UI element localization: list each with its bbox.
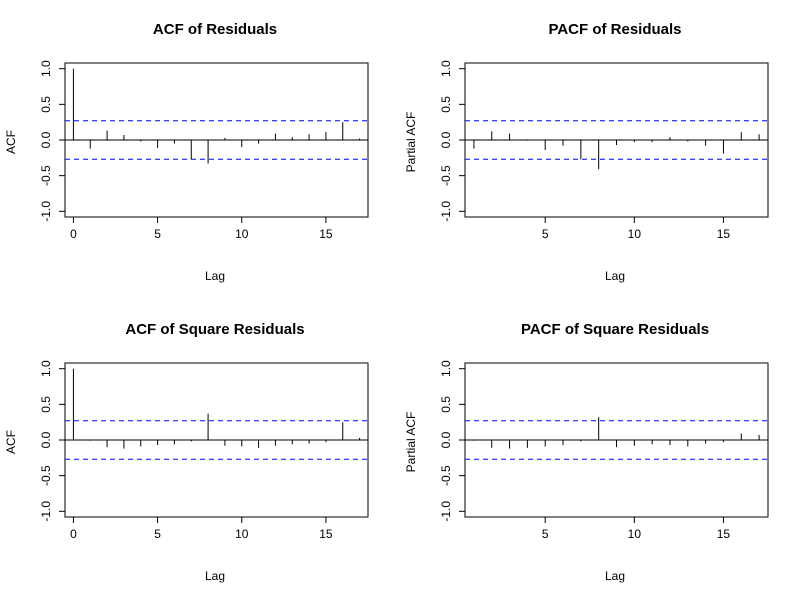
chart-title: PACF of Residuals: [548, 21, 681, 38]
x-axis-label: Lag: [205, 569, 225, 583]
y-tick-label: 0.5: [439, 396, 453, 413]
x-axis-label: Lag: [605, 269, 625, 283]
plot-area: -1.0 -0.5 0.0 0.5 1.0 5 10 15: [439, 360, 769, 541]
y-tick-label: -0.5: [439, 465, 453, 486]
x-tick-label: 5: [542, 527, 549, 541]
y-tick-label: 0.0: [439, 131, 453, 148]
y-tick-label: -0.5: [439, 165, 453, 186]
x-tick-label: 10: [628, 527, 642, 541]
y-tick-label: -0.5: [39, 465, 53, 486]
y-tick-label: 0.5: [439, 96, 453, 113]
x-tick-label: 10: [628, 227, 642, 241]
x-tick-label: 10: [235, 527, 249, 541]
x-tick-label: 15: [319, 227, 333, 241]
y-axis-label: Partial ACF: [404, 112, 418, 173]
acf-residuals-chart: ACF of Residuals Lag ACF -1.0 -0.5 0.0 0.5 1…: [0, 0, 400, 300]
x-tick-label: 15: [717, 227, 731, 241]
x-tick-label: 15: [717, 527, 731, 541]
y-axis-label: ACF: [4, 130, 18, 154]
x-tick-label: 5: [154, 527, 161, 541]
y-tick-label: -1.0: [439, 501, 453, 522]
y-tick-label: 1.0: [39, 360, 53, 377]
x-axis-label: Lag: [605, 569, 625, 583]
chart-title: ACF of Square Residuals: [125, 321, 304, 338]
y-tick-label: 0.0: [39, 431, 53, 448]
x-tick-label: 5: [154, 227, 161, 241]
y-tick-label: -1.0: [39, 501, 53, 522]
y-tick-label: -1.0: [39, 201, 53, 222]
chart-title: PACF of Square Residuals: [521, 321, 709, 338]
x-tick-label: 0: [70, 527, 77, 541]
y-tick-label: 0.0: [439, 431, 453, 448]
x-axis-label: Lag: [205, 269, 225, 283]
pacf-residuals-chart: PACF of Residuals Lag Partial ACF -1.0 -0…: [400, 0, 800, 300]
pacf-square-residuals-chart: PACF of Square Residuals Lag Partial ACF…: [400, 300, 800, 600]
y-tick-label: 1.0: [439, 360, 453, 377]
y-tick-label: -0.5: [39, 165, 53, 186]
plot-area: -1.0 -0.5 0.0 0.5 1.0 5 10 15: [439, 60, 769, 241]
y-tick-label: 0.0: [39, 131, 53, 148]
y-tick-label: 0.5: [39, 396, 53, 413]
x-tick-label: 15: [319, 527, 333, 541]
plot-area: -1.0 -0.5 0.0 0.5 1.0 0 5 10 15: [39, 60, 369, 241]
y-tick-label: 1.0: [39, 60, 53, 77]
x-tick-label: 10: [235, 227, 249, 241]
y-tick-label: -1.0: [439, 201, 453, 222]
x-tick-label: 5: [542, 227, 549, 241]
plot-area: -1.0 -0.5 0.0 0.5 1.0 0 5 10 15: [39, 360, 369, 541]
x-tick-label: 0: [70, 227, 77, 241]
y-axis-label: ACF: [4, 430, 18, 454]
y-tick-label: 0.5: [39, 96, 53, 113]
y-axis-label: Partial ACF: [404, 412, 418, 473]
y-tick-label: 1.0: [439, 60, 453, 77]
chart-title: ACF of Residuals: [153, 21, 277, 38]
acf-square-residuals-chart: ACF of Square Residuals Lag ACF -1.0 -0.5…: [0, 300, 400, 600]
